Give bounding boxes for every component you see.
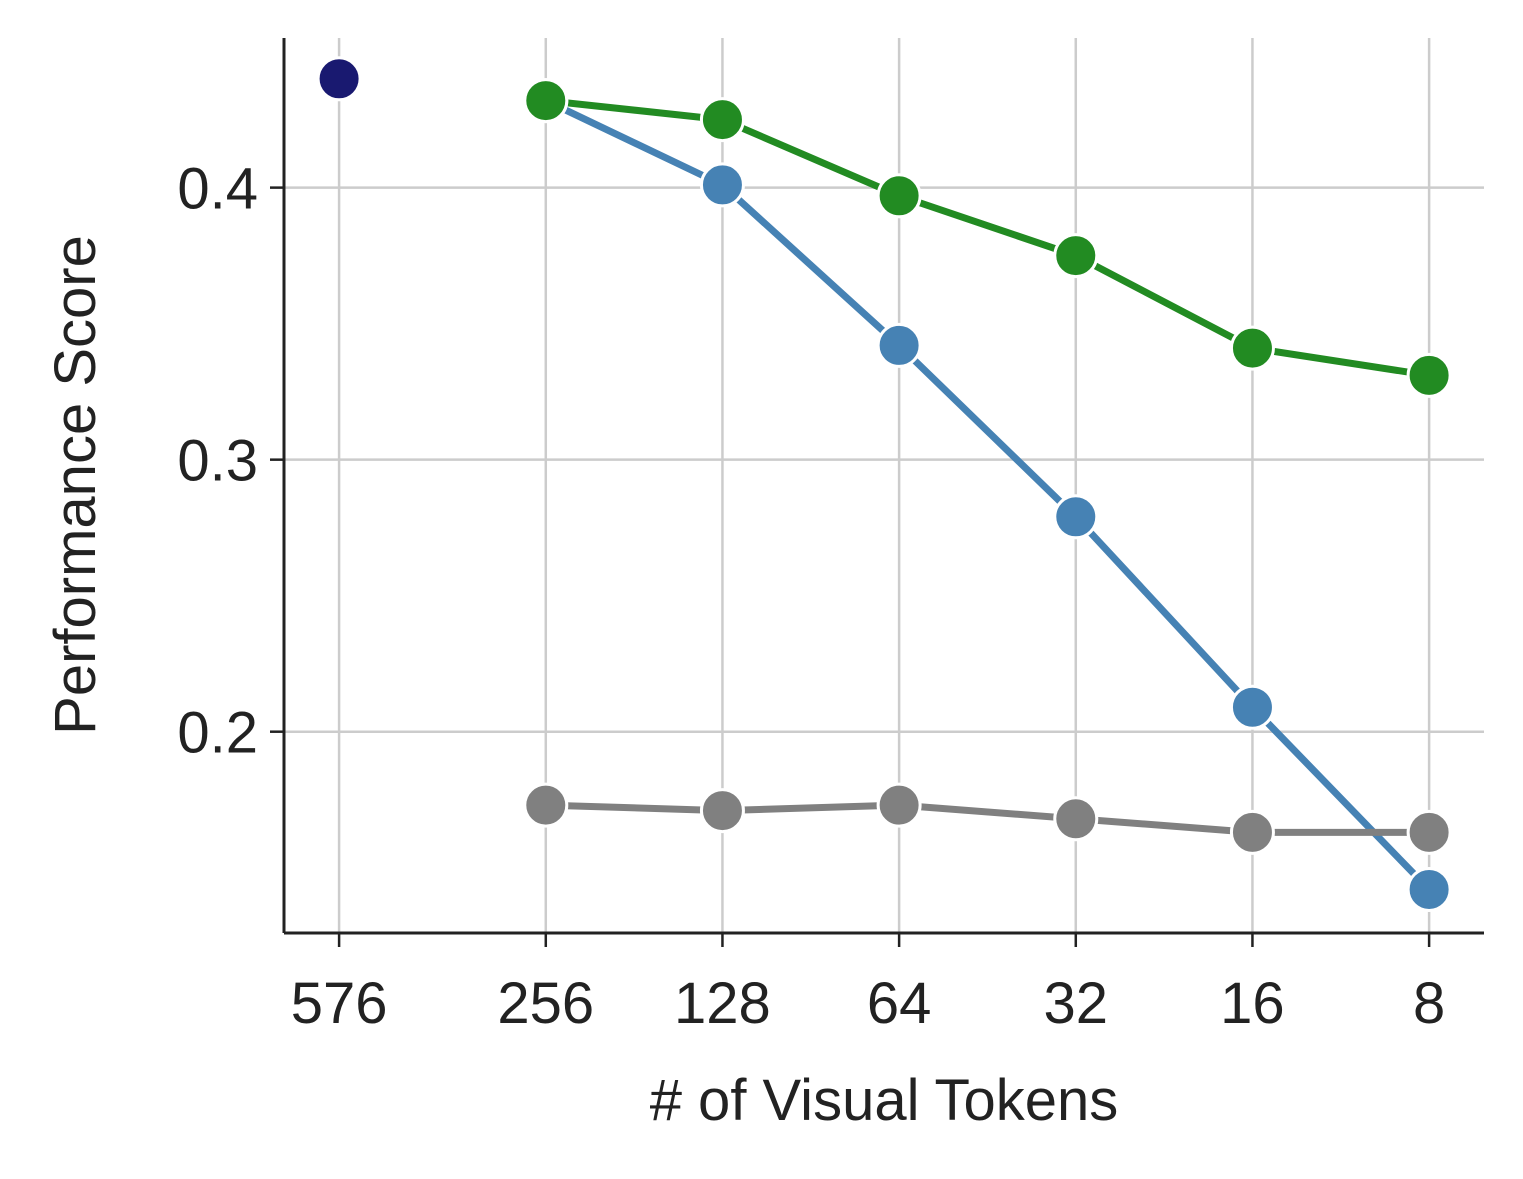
x-tick-label: 256 xyxy=(497,971,594,1036)
x-tick-label: 8 xyxy=(1413,971,1445,1036)
point xyxy=(523,78,569,124)
series-line xyxy=(544,97,1432,892)
x-tick-label: 32 xyxy=(1044,971,1109,1036)
point xyxy=(1406,352,1452,398)
point xyxy=(699,162,745,208)
point xyxy=(1053,494,1099,540)
x-tick-label: 128 xyxy=(674,971,771,1036)
point xyxy=(876,322,922,368)
y-tick-label: 0.2 xyxy=(177,701,258,766)
point xyxy=(1406,866,1452,912)
point xyxy=(1406,809,1452,855)
series-line xyxy=(545,801,1430,836)
x-tick-label: 576 xyxy=(291,971,388,1036)
point xyxy=(1229,325,1275,371)
series-line xyxy=(545,97,1430,379)
y-tick-label: 0.3 xyxy=(177,429,258,494)
x-axis-label: # of Visual Tokens xyxy=(650,1068,1119,1133)
point xyxy=(876,173,922,219)
point xyxy=(1053,796,1099,842)
x-tick-label: 64 xyxy=(867,971,932,1036)
point xyxy=(699,97,745,143)
x-tick-label: 16 xyxy=(1220,971,1285,1036)
point xyxy=(699,788,745,834)
point xyxy=(523,782,569,828)
point xyxy=(1229,684,1275,730)
y-axis-label: Performance Score xyxy=(43,235,108,735)
point xyxy=(876,782,922,828)
y-tick-label: 0.4 xyxy=(177,157,258,222)
point xyxy=(1053,233,1099,279)
point xyxy=(316,56,362,102)
point xyxy=(1229,809,1275,855)
